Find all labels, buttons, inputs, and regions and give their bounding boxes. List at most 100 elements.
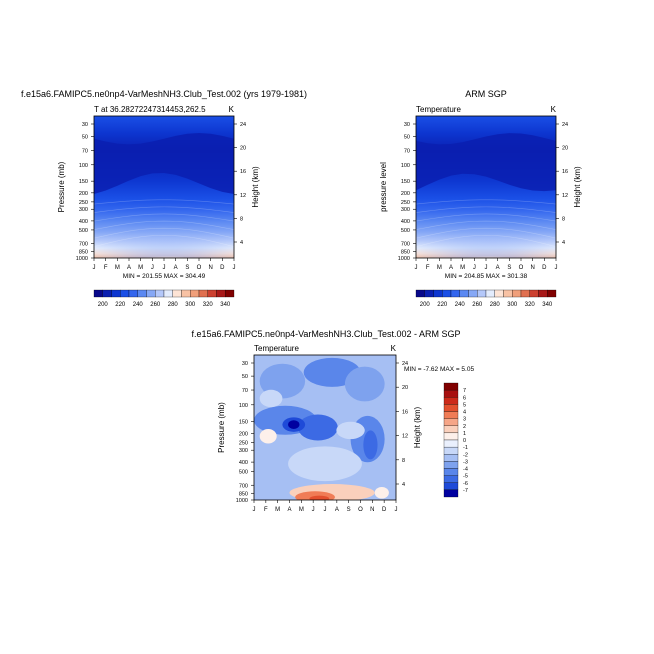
colorbar-label: 280 (168, 302, 179, 308)
y-tick-label: 70 (242, 388, 248, 394)
colorbar-swatch (102, 289, 112, 298)
y-tick-label: 150 (79, 179, 88, 185)
y-axis-label: Pressure (mb) (57, 161, 66, 212)
colorbar-swatch (443, 468, 459, 476)
y-tick-label: 250 (239, 441, 248, 447)
y-tick-label: 50 (82, 135, 88, 141)
x-tick-label: A (287, 507, 291, 513)
colorbar-swatch (443, 411, 459, 419)
x-tick-label: A (496, 265, 500, 271)
colorbar-label: 340 (220, 302, 231, 308)
right-y-tick-label: 8 (402, 458, 405, 464)
colorbar-swatch (443, 389, 459, 398)
contour-line (416, 206, 556, 213)
min-max-stats: MIN = -7.62 MAX = 5.05 (404, 366, 474, 373)
colorbar-swatch (512, 289, 522, 298)
x-tick-label: J (473, 265, 476, 271)
y-tick-label: 30 (242, 361, 248, 367)
x-tick-label: J (324, 507, 327, 513)
right-y-tick-label: 16 (240, 169, 246, 175)
right-y-tick-label: 12 (402, 434, 408, 440)
colorbar-swatch (538, 289, 548, 298)
colorbar-swatch (415, 289, 425, 298)
min-max-stats: MIN = 201.55 MAX = 304.49 (123, 273, 206, 280)
x-tick-label: J (93, 265, 96, 271)
colorbar-swatch (443, 425, 459, 434)
x-tick-label: J (415, 265, 418, 271)
right-y-tick-label: 24 (562, 122, 568, 128)
colorbar-swatch (120, 289, 130, 298)
right-y-tick-label: 20 (562, 146, 568, 152)
x-tick-label: J (555, 265, 558, 271)
x-tick-label: A (174, 265, 178, 271)
colorbar-swatch (155, 289, 165, 298)
y-tick-label: 250 (401, 200, 410, 206)
colorbar-swatch (93, 289, 103, 298)
y-tick-label: 400 (401, 219, 410, 225)
colorbar-label: 0 (463, 438, 466, 444)
chart-panel-1: f.e15a6.FAMIPC5.ne0np4-VarMeshNH3.Club_T… (21, 89, 307, 308)
y-tick-label: 100 (401, 163, 410, 169)
colorbar-label: -7 (463, 488, 468, 494)
colorbar-swatch (163, 289, 173, 298)
colorbar-label: 280 (490, 302, 501, 308)
right-y-tick-label: 12 (240, 193, 246, 199)
difference-contour (259, 363, 306, 399)
difference-contour (336, 421, 365, 440)
x-tick-label: M (460, 265, 465, 271)
x-tick-label: N (370, 507, 374, 513)
colorbar-swatch (477, 289, 487, 298)
chart-units-label: K (551, 105, 557, 114)
colorbar-swatch (443, 454, 459, 462)
y-tick-label: 1000 (236, 498, 248, 504)
colorbar-swatch (128, 289, 138, 298)
right-y-tick-label: 16 (562, 169, 568, 175)
colorbar-swatch (485, 289, 495, 298)
x-tick-label: M (437, 265, 442, 271)
colorbar-label: 320 (525, 302, 536, 308)
right-y-tick-label: 20 (402, 385, 408, 391)
x-tick-label: A (127, 265, 131, 271)
colorbar-swatch (443, 418, 459, 426)
colorbar-swatch (450, 289, 460, 298)
colorbar-swatch (146, 289, 156, 298)
y-tick-label: 70 (82, 148, 88, 154)
colorbar-label: 220 (437, 302, 448, 308)
difference-contour (259, 428, 277, 444)
y-tick-label: 850 (239, 491, 248, 497)
colorbar-swatch (198, 289, 208, 298)
colorbar-label: 300 (185, 302, 196, 308)
difference-contour (288, 420, 300, 429)
right-y-axis-label: Height (km) (413, 406, 422, 448)
colorbar-swatch (207, 289, 217, 298)
heatmap-field (254, 355, 396, 500)
colorbar-label: 4 (463, 410, 466, 416)
right-y-tick-label: 4 (240, 240, 243, 246)
x-tick-label: O (519, 265, 524, 271)
colorbar-label: 320 (203, 302, 214, 308)
colorbar-label: 300 (507, 302, 518, 308)
contour-line (94, 234, 234, 247)
chart-title: ARM SGP (465, 89, 507, 99)
chart-subtitle-left: Temperature (254, 344, 299, 353)
colorbar-label: -1 (463, 445, 468, 451)
chart-subtitle-left: T at 36.28272247314453,262.5 (94, 105, 206, 114)
x-tick-label: J (312, 507, 315, 513)
colorbar-swatch (111, 289, 121, 298)
colorbar-swatch (443, 432, 459, 441)
colorbar-swatch (443, 489, 459, 498)
x-tick-label: J (163, 265, 166, 271)
colorbar-swatch (137, 289, 147, 298)
chart-units-label: K (229, 105, 235, 114)
x-tick-label: M (299, 507, 304, 513)
chart-panel-2: ARM SGP Temperature K J F M A M J J A S O N D J 30 50 70 10… (379, 89, 582, 308)
y-tick-label: 1000 (76, 256, 88, 262)
y-tick-label: 250 (79, 200, 88, 206)
difference-contour (309, 495, 330, 500)
colorbar-swatch (459, 289, 469, 298)
x-tick-label: F (104, 265, 108, 271)
y-tick-label: 850 (79, 249, 88, 255)
contour-line (416, 213, 556, 222)
colorbar-label: -4 (463, 467, 468, 473)
